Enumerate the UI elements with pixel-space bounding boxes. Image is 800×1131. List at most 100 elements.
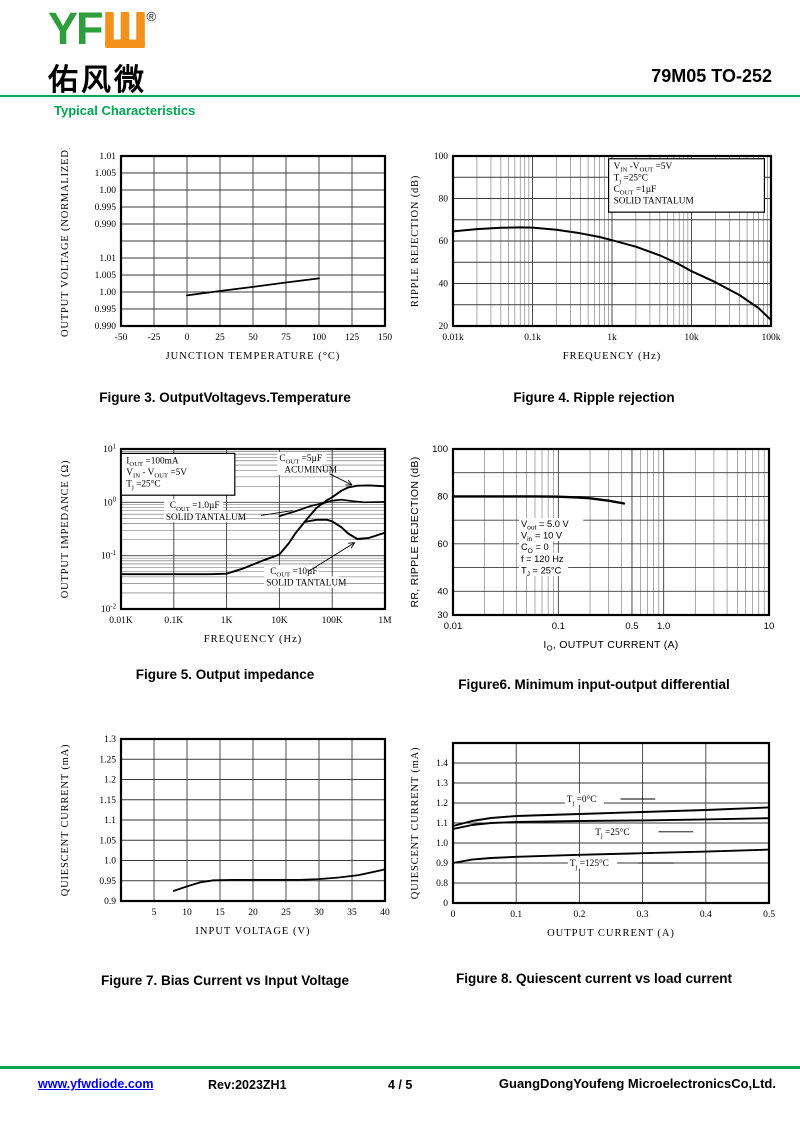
svg-text:0.9: 0.9 [436,859,448,869]
svg-text:Tj =0°C: Tj =0°C [567,794,597,807]
svg-text:75: 75 [281,333,291,343]
svg-text:1.25: 1.25 [99,755,116,765]
svg-text:1.0: 1.0 [104,857,116,867]
svg-text:1.0: 1.0 [436,839,448,849]
svg-text:1.01: 1.01 [99,152,116,162]
svg-text:QUIESCENT CURRENT (mA): QUIESCENT CURRENT (mA) [410,747,421,900]
svg-text:0.1K: 0.1K [164,616,183,626]
svg-text:COUT =1µF: COUT =1µF [614,185,657,197]
svg-text:1.3: 1.3 [436,779,448,789]
svg-text:1M: 1M [378,616,392,626]
header-rule [0,95,800,97]
svg-text:0: 0 [443,899,448,909]
svg-text:1K: 1K [221,616,233,626]
svg-text:0.995: 0.995 [95,203,117,213]
svg-text:10-1: 10-1 [101,550,116,562]
svg-text:0: 0 [185,333,190,343]
logo-registered-mark: ® [146,9,157,24]
footer-website-link[interactable]: www.yfwdiode.com [38,1077,154,1091]
svg-text:COUT =10µF: COUT =10µF [270,567,317,579]
svg-text:0.990: 0.990 [95,322,117,332]
svg-text:60: 60 [439,237,449,247]
svg-text:50: 50 [248,333,258,343]
svg-text:100K: 100K [322,616,343,626]
svg-text:80: 80 [437,491,448,502]
svg-text:0.3: 0.3 [637,910,649,920]
svg-text:0.01: 0.01 [444,621,463,632]
svg-text:Tj =25°C: Tj =25°C [595,827,629,840]
svg-text:1.1: 1.1 [104,816,116,826]
svg-text:-25: -25 [148,333,161,343]
figure-5-chart: 0.01K 0.1K 1K 10K 100K 1M 101 100 10-1 10-2 IOUT =… [60,443,392,645]
svg-text:125: 125 [345,333,360,343]
figure-4-caption: Figure 4. Ripple rejection [513,390,675,405]
svg-text:60: 60 [437,539,448,550]
figure-8-chart: 0 0.1 0.2 0.3 0.4 0.5 0 0.8 0.9 1.0 1.1 1.2 1.3 1.4 Tj… [410,741,775,939]
svg-text:1.3: 1.3 [104,735,116,745]
svg-text:40: 40 [380,908,390,918]
svg-text:150: 150 [378,333,393,343]
svg-text:FREQUENCY (Hz): FREQUENCY (Hz) [563,351,661,362]
svg-text:1.15: 1.15 [99,796,116,806]
svg-text:0.990: 0.990 [95,220,117,230]
footer-company-name: GuangDongYoufeng MicroelectronicsCo,Ltd. [498,1076,776,1091]
svg-text:Vout = 5.0 V: Vout = 5.0 V [521,519,570,532]
svg-text:25: 25 [281,908,291,918]
svg-text:CO = 0: CO = 0 [521,542,549,555]
figure-4-chart: 0.01k 0.1k 1k 10k 100k 20 40 60 80 100 VIN -VOUT =… [410,152,781,362]
svg-text:0.01K: 0.01K [109,616,133,626]
svg-text:COUT =1.0µF: COUT =1.0µF [170,501,220,513]
svg-text:TJ = 25°C: TJ = 25°C [521,565,562,578]
svg-text:0: 0 [451,910,456,920]
svg-text:15: 15 [215,908,225,918]
svg-text:COUT =5µF: COUT =5µF [279,454,322,466]
svg-text:OUTPUT VOLTAGE (NORMALIZED): OUTPUT VOLTAGE (NORMALIZED) [60,148,71,337]
svg-text:Tj =125°C: Tj =125°C [570,858,609,871]
svg-text:10K: 10K [271,616,288,626]
svg-text:0.2: 0.2 [573,910,585,920]
svg-text:0.1: 0.1 [552,621,565,632]
svg-text:1.0: 1.0 [657,621,670,632]
svg-text:0.8: 0.8 [436,879,448,889]
svg-text:10k: 10k [684,333,699,343]
svg-text:0.1k: 0.1k [524,333,541,343]
svg-text:20: 20 [439,322,449,332]
svg-text:RIPPLE REJECTION (dB): RIPPLE REJECTION (dB) [410,175,421,307]
svg-text:0.9: 0.9 [104,897,116,907]
svg-text:0.995: 0.995 [95,305,117,315]
svg-text:1.00: 1.00 [99,186,116,196]
svg-text:1.2: 1.2 [436,799,448,809]
figure-8-caption: Figure 8. Quiescent current vs load curr… [455,971,733,986]
section-title: Typical Characteristics [54,103,196,118]
svg-text:10-2: 10-2 [101,603,117,615]
doc-title: 79M05 TO-252 [651,66,772,86]
svg-text:100: 100 [432,444,448,455]
svg-text:VIN - VOUT =5V: VIN - VOUT =5V [126,468,187,480]
svg-text:f = 120 Hz: f = 120 Hz [521,554,564,564]
svg-text:5: 5 [152,908,157,918]
figure-8: 0 0.1 0.2 0.3 0.4 0.5 0 0.8 0.9 1.0 1.1 1.2 1.3 1.4 Tj… [405,735,783,986]
svg-text:100: 100 [312,333,327,343]
svg-text:0.01k: 0.01k [442,333,464,343]
svg-text:SOLID TANTALUM: SOLID TANTALUM [166,513,246,523]
svg-text:30: 30 [437,610,448,621]
svg-text:80: 80 [439,195,449,205]
svg-text:OUTPUT IMPEDANCE (Ω): OUTPUT IMPEDANCE (Ω) [60,460,71,599]
svg-text:35: 35 [347,908,357,918]
svg-text:VIN -VOUT =5V: VIN -VOUT =5V [614,162,673,174]
svg-text:0.4: 0.4 [700,910,712,920]
svg-text:1.005: 1.005 [95,271,117,281]
figure-4: 0.01k 0.1k 1k 10k 100k 20 40 60 80 100 VIN -VOUT =… [405,148,783,405]
svg-text:10: 10 [764,621,775,632]
svg-text:1.2: 1.2 [104,776,116,786]
svg-text:QUIESCENT CURRENT (mA): QUIESCENT CURRENT (mA) [60,744,71,897]
svg-text:30: 30 [314,908,324,918]
svg-text:0.5: 0.5 [625,621,638,632]
svg-text:40: 40 [437,586,448,597]
svg-text:IO, OUTPUT CURRENT (A): IO, OUTPUT CURRENT (A) [543,639,678,653]
figure-3: -50 -25 0 25 50 75 100 125 150 0.990 0.995 1.00 1.00… [55,148,395,405]
footer-rule [0,1066,800,1069]
figure-7-caption: Figure 7. Bias Current vs Input Voltage [100,973,350,988]
svg-text:100: 100 [103,497,117,509]
